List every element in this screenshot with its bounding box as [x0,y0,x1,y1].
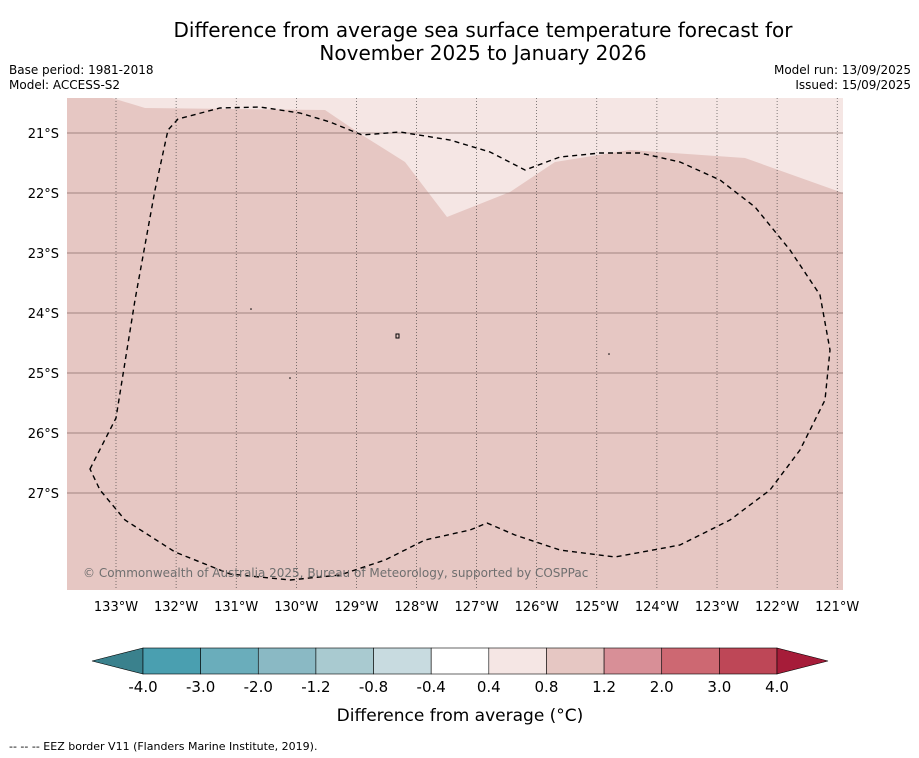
longitude-label: 131°W [214,600,258,615]
colorbar-tick-label: -0.4 [417,678,446,696]
latitude-label: 21°S [28,127,59,142]
colorbar-tick-label: -4.0 [128,678,157,696]
colorbar-segment [661,647,720,675]
anomaly-fill-light [67,98,843,217]
longitude-label: 125°W [575,600,619,615]
meta-left: Base period: 1981-2018 Model: ACCESS-S2 [9,63,154,93]
longitude-label: 128°W [394,600,438,615]
colorbar-segment [373,647,432,675]
colorbar-segment [142,647,201,675]
longitude-label: 122°W [755,600,799,615]
colorbar-tick-label: 3.0 [707,678,731,696]
colorbar-segment [719,647,778,675]
longitude-labels: 133°W 132°W 131°W 130°W 129°W 128°W 127°W 126°W… [94,600,860,615]
longitude-label: 129°W [334,600,378,615]
colorbar-segment [257,647,317,675]
map-area: © Commonwealth of Australia 2025, Bureau… [67,98,843,590]
eez-footnote: -- -- -- EEZ border V11 (Flanders Marine… [9,740,318,753]
colorbar-tick-label: 2.0 [650,678,674,696]
longitude-label: 123°W [695,600,739,615]
latitude-label: 25°S [28,367,59,382]
chart-title: Difference from average sea surface temp… [0,19,919,65]
latitude-labels: 21°S 22°S 23°S 24°S 25°S 26°S 27°S [28,127,59,502]
colorbar-tick-label: -0.8 [359,678,388,696]
colorbar-tick-label: -3.0 [186,678,215,696]
title-line-2: November 2025 to January 2026 [319,41,647,65]
colorbar-segment [430,647,490,675]
longitude-label: 126°W [515,600,559,615]
copyright-text: © Commonwealth of Australia 2025, Bureau… [83,566,588,580]
colorbar-segment [603,647,663,675]
island-marker [289,377,291,379]
colorbar-tick-label: -2.0 [244,678,273,696]
eez-border [89,106,831,581]
graticule [67,98,843,590]
colorbar-segment [200,647,259,675]
longitude-label: 124°W [635,600,679,615]
title-line-1: Difference from average sea surface temp… [173,18,793,42]
colorbar-tick-label: 0.8 [535,678,559,696]
model-run: Model run: 13/09/2025 [773,63,911,77]
longitude-label: 121°W [815,600,859,615]
colorbar-tick-label: 4.0 [765,678,789,696]
colorbar-tick-label: 0.4 [477,678,501,696]
colorbar-over-arrow [776,647,829,675]
model-name: Model: ACCESS-S2 [9,78,121,92]
longitude-label: 127°W [455,600,499,615]
latitude-label: 27°S [28,487,59,502]
colorbar-under-arrow [91,647,144,675]
colorbar-segment [546,647,605,675]
colorbar-tick-label: 1.2 [592,678,616,696]
island-marker [608,353,610,355]
base-period: Base period: 1981-2018 [9,63,154,77]
issued-date: Issued: 15/09/2025 [795,78,911,92]
meta-right: Model run: 13/09/2025 Issued: 15/09/2025 [774,63,911,93]
latitude-label: 24°S [28,307,59,322]
longitude-label: 133°W [94,600,138,615]
latitude-label: 22°S [28,187,59,202]
longitude-label: 130°W [274,600,318,615]
colorbar-segment [315,647,374,675]
island-marker [395,333,400,339]
longitude-label: 132°W [154,600,198,615]
latitude-label: 23°S [28,247,59,262]
island-marker [250,308,252,310]
colorbar-tick-label: -1.2 [301,678,330,696]
colorbar-title: Difference from average (°C) [337,706,584,726]
colorbar: -4.0 -3.0 -2.0 -1.2 -0.8 -0.4 0.4 0.8 1.2 2.0 3.0 4… [91,647,829,696]
colorbar-segment [488,647,547,675]
latitude-label: 26°S [28,427,59,442]
